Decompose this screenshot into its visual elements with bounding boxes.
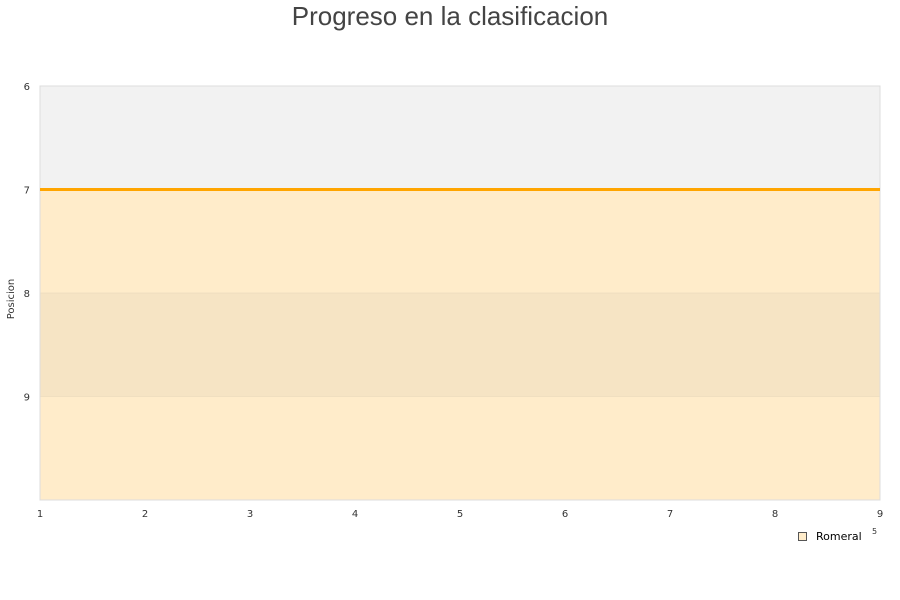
x-axis-label-fragment: 5 — [872, 527, 878, 536]
x-tick-label: 5 — [457, 509, 463, 520]
legend-label: Romeral — [816, 530, 862, 543]
y-axis-label: Posicion — [6, 279, 17, 320]
x-tick-label: 6 — [562, 509, 568, 520]
x-tick-label: 1 — [37, 509, 43, 520]
x-tick-label: 4 — [352, 509, 358, 520]
x-tick-label: 8 — [772, 509, 778, 520]
x-tick-label: 7 — [667, 509, 673, 520]
y-tick-label: 8 — [24, 289, 30, 300]
legend[interactable]: Romeral — [798, 530, 862, 543]
plot-border — [39, 85, 881, 501]
x-tick-label: 2 — [142, 509, 148, 520]
legend-swatch — [798, 532, 807, 541]
y-tick-label: 6 — [24, 82, 30, 93]
x-tick-label: 9 — [877, 509, 883, 520]
y-tick-label: 7 — [24, 186, 30, 197]
y-tick-label: 9 — [24, 393, 30, 404]
x-tick-label: 3 — [247, 509, 253, 520]
chart-title: Progreso en la clasificacion — [291, 1, 609, 31]
highlight-band — [40, 293, 880, 397]
